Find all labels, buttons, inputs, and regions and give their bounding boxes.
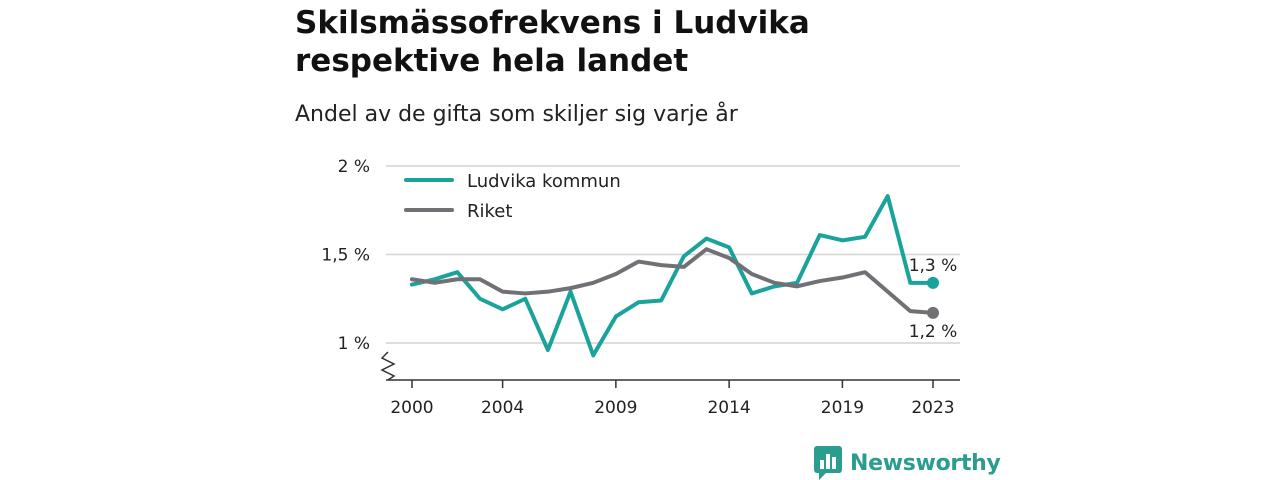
bar-chart-speech-bubble-icon [814, 446, 842, 480]
series-line [410, 194, 935, 358]
chart-subtitle: Andel av de gifta som skiljer sig varje … [295, 102, 738, 127]
series-end-label: 1,3 % [909, 256, 958, 276]
chart-title: Skilsmässofrekvens i Ludvika respektive … [295, 4, 995, 80]
x-tick-label: 2004 [481, 398, 524, 418]
x-tick-label: 2000 [390, 398, 433, 418]
legend-label: Ludvika kommun [467, 171, 621, 192]
newsworthy-logo: Newsworthy [814, 446, 1001, 480]
y-axis: 1 % 1,5 % 2 % [321, 157, 370, 354]
series-lines: 1,3 % 1,2 % [410, 194, 958, 358]
y-axis-break-mark [380, 351, 396, 381]
chart-title-line-2: respektive hela landet [295, 43, 689, 79]
x-tick-label: 2019 [821, 398, 864, 418]
y-tick-label: 1,5 % [321, 246, 370, 266]
grid-lines [386, 165, 960, 344]
series-end-label: 1,2 % [909, 322, 958, 342]
chart-title-line-1: Skilsmässofrekvens i Ludvika [295, 5, 810, 41]
y-tick-label: 2 % [338, 157, 370, 177]
brand-name: Newsworthy [850, 450, 1001, 476]
line-chart: 1 % 1,5 % 2 % 2000 2004 2009 2014 2019 2023 1,3… [321, 157, 960, 418]
series-end-marker [927, 306, 939, 319]
legend-label: Riket [467, 201, 512, 222]
legend: Ludvika kommun Riket [404, 171, 621, 222]
y-tick-label: 1 % [338, 334, 370, 354]
series-line [410, 247, 935, 315]
x-tick-label: 2023 [911, 398, 954, 418]
x-tick-label: 2009 [594, 398, 637, 418]
x-tick-label: 2014 [707, 398, 750, 418]
x-axis: 2000 2004 2009 2014 2019 2023 [380, 351, 960, 418]
series-end-marker [927, 276, 939, 289]
